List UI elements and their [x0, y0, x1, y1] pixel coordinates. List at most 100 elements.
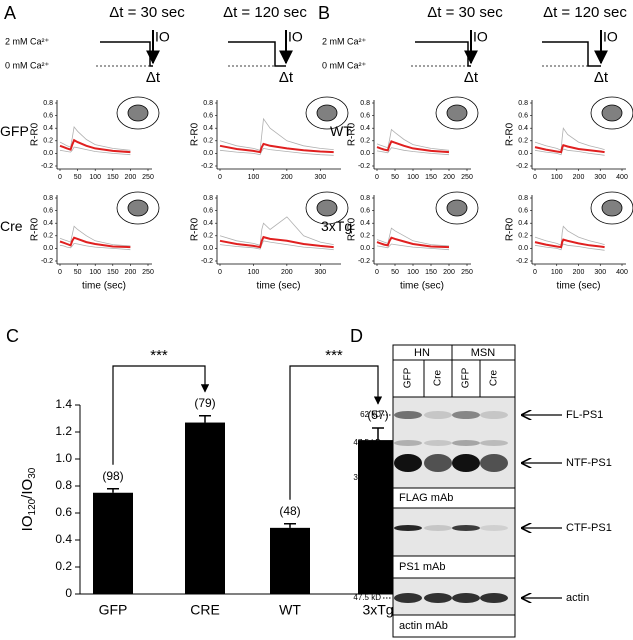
- marker-label: 62 kD: [360, 410, 381, 419]
- y-tick-label: 0.2: [43, 138, 53, 145]
- n-label: (79): [194, 396, 215, 410]
- protocol-high: [100, 41, 153, 67]
- y-tick-label: 0: [65, 586, 72, 600]
- nucleus-icon: [316, 199, 338, 217]
- marker-label: 47.5 kD: [353, 593, 381, 602]
- x-tick-label: 200: [281, 269, 293, 276]
- interval-title: Δt = 120 sec: [223, 4, 307, 21]
- x-tick-label: 300: [314, 174, 326, 181]
- nucleus-icon: [446, 104, 468, 122]
- x-tick-label: 150: [425, 269, 437, 276]
- x-tick-label: 100: [551, 269, 563, 276]
- marker-label: 47.5 kD: [353, 438, 381, 447]
- error-bar: [107, 487, 119, 493]
- band: [452, 454, 480, 472]
- y-tick-label: 0.8: [55, 478, 72, 492]
- band-label: FL-PS1: [566, 409, 603, 421]
- error-bar: [372, 427, 384, 441]
- marker-label: 25 kD: [360, 512, 381, 521]
- band: [424, 411, 452, 419]
- x-tick-label: 0: [58, 174, 62, 181]
- x-tick-label: 100: [407, 174, 419, 181]
- x-tick-label: 3xTg: [362, 602, 393, 618]
- lane-label: GFP: [403, 367, 414, 388]
- y-axis-label-part: 30: [27, 467, 38, 479]
- level-label: 0 mM Ca²⁺: [322, 60, 367, 70]
- x-tick-label: 0: [375, 269, 379, 276]
- antibody-box: [392, 614, 516, 638]
- y-tick-label: 0.4: [360, 220, 370, 227]
- y-tick-label: 0.0: [360, 245, 370, 252]
- trace: [59, 236, 131, 249]
- x-tick-label: 300: [594, 269, 606, 276]
- trace: [219, 235, 334, 249]
- band: [452, 525, 480, 531]
- y-axis-label: R-R0: [30, 122, 41, 146]
- level-label: 2 mM Ca²⁺: [5, 36, 50, 46]
- protocol-high: [228, 41, 286, 67]
- significance-bracket: [289, 365, 383, 500]
- trace: [534, 243, 605, 251]
- trace: [59, 138, 131, 154]
- x-tick-label: 0: [218, 269, 222, 276]
- panel-letter: B: [318, 3, 330, 23]
- y-tick-label: 0.4: [360, 125, 370, 132]
- nucleus-icon: [127, 199, 149, 217]
- trace: [376, 128, 450, 151]
- x-tick-label: 100: [89, 174, 101, 181]
- x-tick-label: 0: [58, 269, 62, 276]
- y-tick-label: 0.0: [203, 150, 213, 157]
- y-tick-label: 0.6: [203, 112, 213, 119]
- marker-label: 16 kD: [360, 542, 381, 551]
- error-bar: [284, 523, 296, 528]
- y-tick-label: 0.6: [55, 505, 72, 519]
- y-tick-label: 0.2: [55, 559, 72, 573]
- interval-title: Δt = 30 sec: [109, 4, 185, 21]
- bar: [185, 422, 225, 594]
- band: [480, 454, 508, 472]
- lane-label: GFP: [461, 367, 472, 388]
- y-tick-label: 0.4: [518, 125, 528, 132]
- x-tick-label: 50: [74, 174, 82, 181]
- y-tick-label: 0.8: [203, 195, 213, 202]
- band: [424, 593, 452, 603]
- x-axis-label: time (sec): [257, 281, 301, 292]
- band: [452, 593, 480, 603]
- trace: [376, 147, 450, 156]
- band: [480, 593, 508, 603]
- y-axis-label: IO120/IO30: [19, 467, 38, 531]
- antibody-label: actin mAb: [399, 620, 448, 632]
- y-tick-label: 1.0: [55, 451, 72, 465]
- x-axis-label: time (sec): [82, 281, 126, 292]
- trace: [219, 216, 334, 246]
- x-tick-label: 100: [248, 269, 260, 276]
- y-axis-label: R-R0: [347, 122, 358, 146]
- band: [480, 411, 508, 419]
- x-axis-label: time (sec): [400, 281, 444, 292]
- band: [424, 525, 452, 531]
- panel-letter: C: [6, 326, 19, 346]
- x-tick-label: GFP: [99, 602, 128, 618]
- y-tick-label: 0.0: [518, 150, 528, 157]
- x-tick-label: 250: [142, 174, 154, 181]
- y-axis-label: R-R0: [190, 217, 201, 241]
- event-label: IO: [603, 29, 618, 45]
- y-tick-label: 0.2: [360, 138, 370, 145]
- y-tick-label: -0.2: [516, 163, 528, 170]
- y-tick-label: 1.2: [55, 424, 72, 438]
- delay-label: Δt: [279, 69, 294, 86]
- y-tick-label: 0.8: [203, 100, 213, 107]
- blot: [392, 507, 516, 557]
- band-label: NTF-PS1: [566, 457, 612, 469]
- x-tick-label: 50: [391, 174, 399, 181]
- x-tick-label: 400: [616, 269, 628, 276]
- y-tick-label: 0.4: [43, 220, 53, 227]
- y-tick-label: 0.4: [43, 125, 53, 132]
- band: [424, 440, 452, 446]
- x-tick-label: 100: [551, 174, 563, 181]
- y-tick-label: 0.0: [360, 150, 370, 157]
- y-tick-label: 0.6: [360, 207, 370, 214]
- row-label: WT: [330, 123, 352, 139]
- y-tick-label: 0.8: [518, 100, 528, 107]
